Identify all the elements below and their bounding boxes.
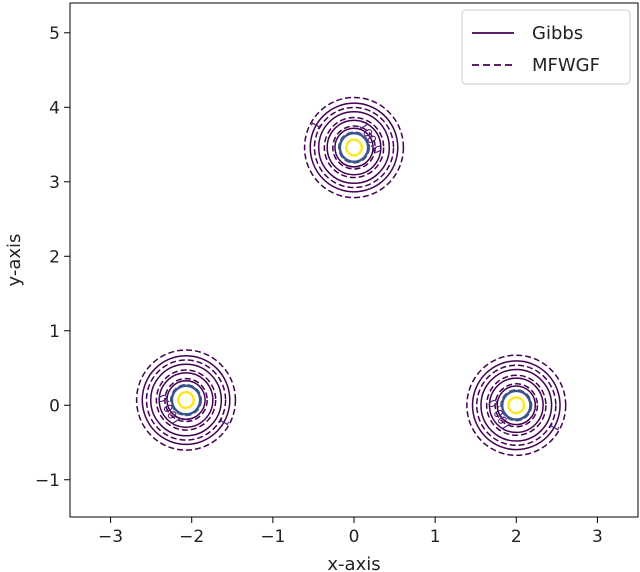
y-axis-ticks: −1 0 1 2 3 4 5 bbox=[35, 24, 70, 491]
gibbs-contour-mode1-level1 bbox=[317, 111, 391, 185]
mfwgf-contour-mode2-level0 bbox=[466, 354, 567, 457]
gibbs-contour-mode0-level0 bbox=[141, 354, 231, 446]
x-tick-label: −3 bbox=[98, 527, 123, 547]
contour-layer bbox=[135, 96, 567, 457]
mfwgf-contour-mode0-level3 bbox=[164, 377, 208, 423]
y-tick-label: 0 bbox=[49, 396, 60, 416]
y-axis-label: y-axis bbox=[4, 234, 25, 287]
mfwgf-contour-mode0-level5 bbox=[177, 390, 195, 410]
mfwgf-contour-mode1-level2 bbox=[323, 116, 385, 179]
mfwgf-contour-mode2-level1 bbox=[476, 364, 557, 447]
y-tick-label: 3 bbox=[49, 173, 60, 193]
legend-label-mfwgf: MFWGF bbox=[532, 55, 600, 76]
mfwgf-contour-mode1-level3 bbox=[332, 125, 376, 170]
x-tick-label: 1 bbox=[430, 527, 441, 547]
gibbs-contour-mode2-level0 bbox=[471, 360, 561, 451]
legend-box bbox=[461, 9, 631, 85]
x-tick-label: 2 bbox=[511, 527, 522, 547]
x-tick-label: 3 bbox=[592, 527, 603, 547]
gibbs-contour-mode0-level3 bbox=[166, 379, 206, 421]
gibbs-contour-mode1-level0 bbox=[309, 102, 399, 193]
mfwgf-contour-mode1-level4 bbox=[337, 131, 371, 164]
y-tick-label: 5 bbox=[49, 24, 60, 44]
y-tick-label: 1 bbox=[49, 322, 60, 342]
x-tick-label: −2 bbox=[179, 527, 204, 547]
mfwgf-contour-mode2-level4 bbox=[500, 389, 533, 422]
gibbs-contour-mode2-level2 bbox=[488, 377, 544, 434]
gibbs-contour-mode1-level3 bbox=[334, 127, 374, 168]
mfwgf-contour-mode1-level0 bbox=[303, 96, 405, 199]
y-tick-label: 2 bbox=[49, 247, 60, 267]
mfwgf-contour-mode1-level5 bbox=[345, 138, 363, 157]
mfwgf-contour-mode0-level1 bbox=[145, 359, 227, 441]
gibbs-contour-mode0-level1 bbox=[149, 363, 223, 437]
y-tick-label: 4 bbox=[49, 98, 60, 118]
mfwgf-contour-mode2-level2 bbox=[485, 374, 547, 437]
legend: Gibbs MFWGF bbox=[461, 9, 631, 85]
mfwgf-contour-mode1-level1 bbox=[313, 106, 395, 189]
x-tick-label: 0 bbox=[349, 527, 360, 547]
contour-label-mode0-level0: 1 bbox=[216, 415, 232, 429]
gibbs-contour-mode0-level2 bbox=[158, 372, 214, 428]
mfwgf-contour-mode2-level5 bbox=[507, 396, 526, 415]
gibbs-contour-mode2-level1 bbox=[480, 368, 553, 442]
legend-label-gibbs: Gibbs bbox=[532, 23, 583, 44]
mfwgf-contour-mode2-level3 bbox=[494, 383, 539, 428]
gibbs-contour-mode2-level3 bbox=[496, 385, 537, 426]
x-axis-label: x-axis bbox=[327, 554, 380, 572]
x-tick-label: −1 bbox=[260, 527, 285, 547]
mfwgf-contour-mode0-level0 bbox=[135, 349, 237, 451]
contour-label-mode2-level0: 1 bbox=[546, 421, 562, 435]
gibbs-contour-mode1-level2 bbox=[326, 119, 382, 176]
x-axis-ticks: −3 −2 −1 0 1 2 3 bbox=[98, 517, 603, 547]
mfwgf-contour-mode0-level2 bbox=[155, 369, 217, 431]
contour-label-mode1-level0: 1 bbox=[308, 119, 324, 133]
y-tick-label: −1 bbox=[35, 471, 60, 491]
mfwgf-contour-mode0-level4 bbox=[170, 383, 203, 417]
